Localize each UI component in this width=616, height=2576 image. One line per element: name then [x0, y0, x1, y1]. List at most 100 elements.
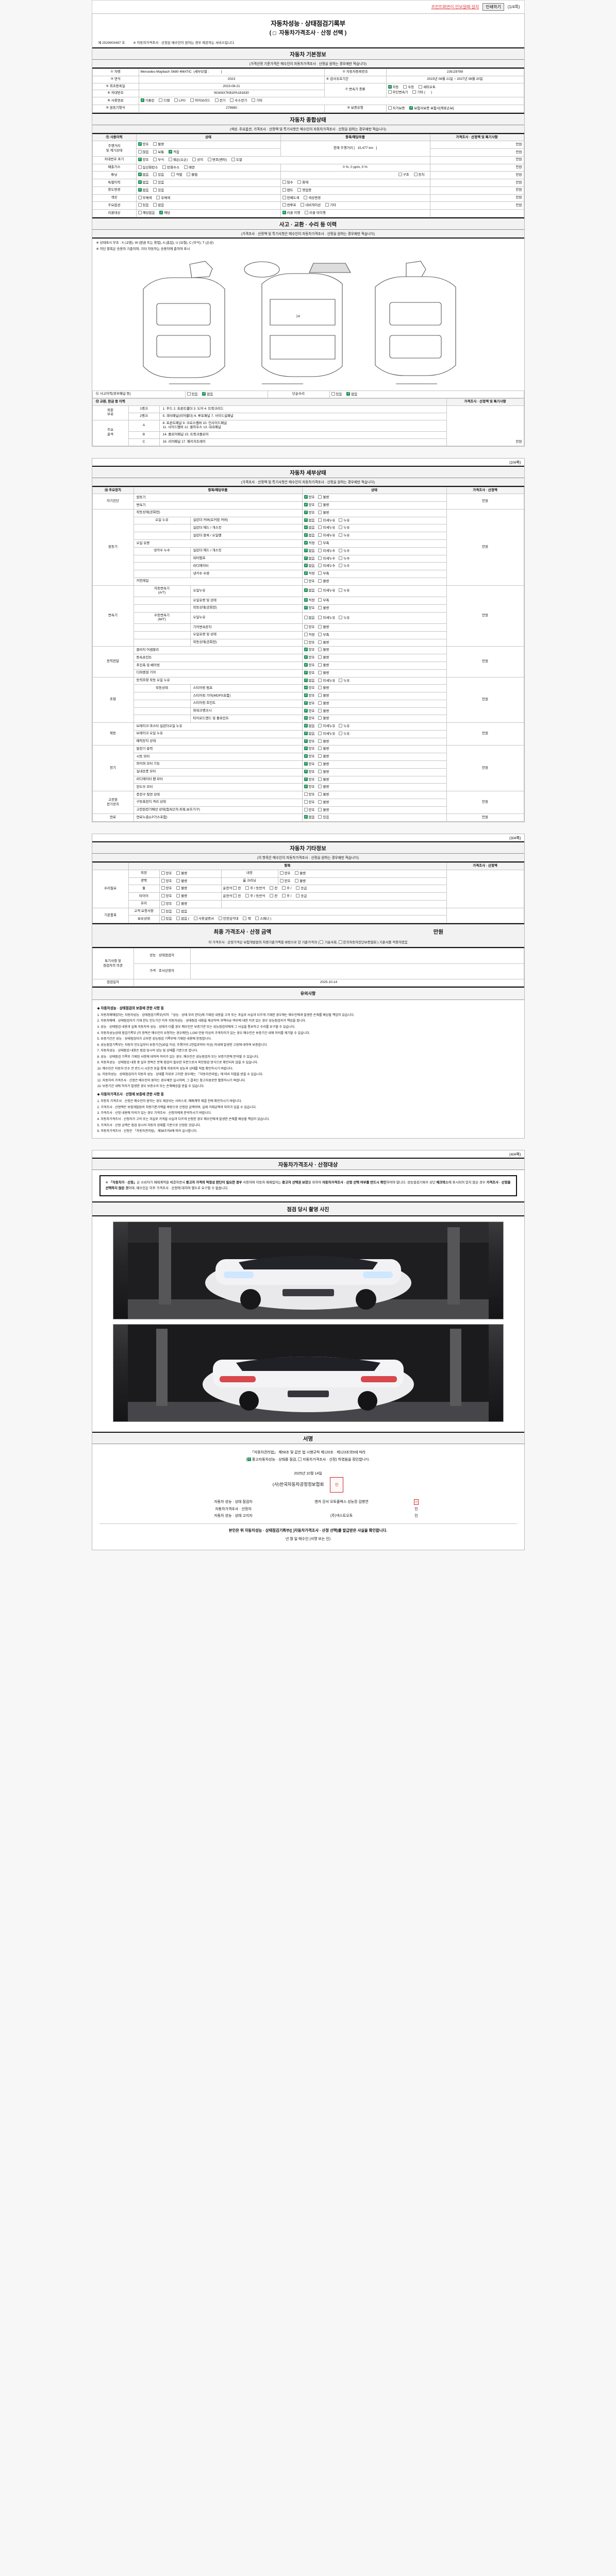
option-양호[interactable]: 양호 [304, 670, 314, 676]
checkbox-불량[interactable] [318, 785, 322, 789]
option-usage-yes[interactable]: 있음 [153, 188, 164, 193]
checkbox-fuel-other[interactable] [252, 98, 256, 103]
checkbox-usage-yes[interactable] [153, 188, 157, 192]
option-mileage-good[interactable]: 양호 [138, 142, 148, 147]
checkbox-불량[interactable] [318, 693, 322, 698]
checkbox-없음[interactable] [304, 731, 308, 735]
option-양호[interactable]: 양호 [304, 495, 314, 500]
checkbox-glass-bad[interactable] [176, 901, 180, 905]
checkbox-tire-spare[interactable] [296, 894, 300, 898]
checkbox-적정[interactable] [304, 598, 308, 602]
checkbox-적정[interactable] [304, 632, 308, 636]
option-smoke[interactable]: 매연 [184, 165, 195, 171]
option-exterior-good[interactable]: 양호 [161, 871, 172, 876]
option-flood[interactable]: 침수 [282, 180, 293, 185]
option-불량[interactable]: 불량 [318, 495, 329, 500]
option-lpg[interactable]: LPG [174, 98, 186, 104]
checkbox-vin-corroded[interactable] [153, 157, 157, 161]
checkbox-불량[interactable] [318, 792, 322, 796]
option-tire-rear[interactable]: 후 / 동반석 [245, 894, 265, 899]
option-glass-good[interactable]: 양호 [161, 901, 172, 907]
option-미세누유[interactable]: 미세누유 [318, 588, 335, 594]
checkbox-tire-good[interactable] [161, 894, 165, 898]
checkbox-mileage-normal[interactable] [153, 150, 157, 154]
option-vin-damaged[interactable]: 훼손(오손) [169, 157, 188, 163]
checkbox-electric[interactable] [214, 98, 219, 103]
option-양호[interactable]: 양호 [304, 579, 314, 584]
checkbox-tire-bad[interactable] [176, 894, 180, 898]
option-trans-other[interactable]: 기타 ( ) [412, 90, 432, 95]
option-양호[interactable]: 양호 [304, 648, 314, 653]
option-vin-altered[interactable]: 변조(변타) [207, 157, 227, 163]
option-불량[interactable]: 불량 [318, 510, 329, 516]
option-불량[interactable]: 불량 [318, 503, 329, 508]
checkbox-불량[interactable] [318, 716, 322, 720]
option-양호[interactable]: 양호 [304, 510, 314, 516]
option-wheel-good[interactable]: 양호 [161, 886, 172, 891]
checkbox-양호[interactable] [304, 625, 308, 629]
checkbox-sunroof[interactable] [282, 203, 286, 207]
checkbox-누유[interactable] [339, 724, 343, 728]
option-적정[interactable]: 적정 [304, 541, 314, 546]
option-양호[interactable]: 양호 [304, 800, 314, 805]
checkbox-achromatic[interactable] [138, 195, 142, 199]
checkbox-양호[interactable] [304, 648, 308, 652]
option-vin-different[interactable]: 상이 [192, 157, 203, 163]
checkbox-미세누수[interactable] [318, 548, 322, 552]
option-양호[interactable]: 양호 [304, 747, 314, 752]
option-불량[interactable]: 불량 [318, 708, 329, 714]
checkbox-양호[interactable] [304, 754, 308, 758]
option-wheel-front[interactable]: 전 [233, 886, 241, 891]
checkbox-불량[interactable] [318, 495, 322, 499]
checkbox-manual-book[interactable] [194, 917, 198, 921]
option-semiauto[interactable]: 세미오토 [419, 85, 436, 90]
option-불량[interactable]: 불량 [318, 739, 329, 744]
checkbox-불량[interactable] [318, 605, 322, 609]
checkbox-없음[interactable] [304, 518, 308, 522]
checkbox-양호[interactable] [304, 761, 308, 766]
option-불량[interactable]: 불량 [318, 800, 329, 805]
checkbox-누유[interactable] [339, 678, 343, 682]
checkbox-room-good[interactable] [279, 878, 284, 883]
option-미세누수[interactable]: 미세누수 [318, 556, 335, 562]
checkbox-special-none[interactable] [138, 180, 142, 184]
checkbox-양호[interactable] [304, 716, 308, 720]
option-양호[interactable]: 양호 [304, 807, 314, 813]
option-누유[interactable]: 누유 [339, 615, 349, 621]
checkbox-trans-other[interactable] [412, 90, 417, 94]
checkbox-semiauto[interactable] [419, 85, 423, 89]
checkbox-있음[interactable] [318, 815, 322, 819]
option-양호[interactable]: 양호 [304, 693, 314, 699]
option-불량[interactable]: 불량 [318, 625, 329, 630]
option-full-repaint[interactable]: 전체도색 [282, 195, 299, 201]
checkbox-color-change[interactable] [304, 195, 308, 199]
price-survey-checkbox[interactable] [273, 31, 277, 35]
checkbox-wheel-rear[interactable] [245, 886, 249, 890]
option-없음[interactable]: 없음 [304, 548, 314, 554]
option-tuning-none[interactable]: 없음 [138, 173, 148, 178]
checkbox-불량[interactable] [318, 648, 322, 652]
option-vin-erased[interactable]: 도말 [231, 157, 242, 163]
option-exterior-bad[interactable]: 불량 [176, 871, 187, 876]
checkbox-미세누유[interactable] [318, 518, 322, 522]
option-simple-yes[interactable]: 있음 [331, 392, 342, 397]
option-양호[interactable]: 양호 [304, 785, 314, 790]
checkbox-simple-yes[interactable] [331, 392, 335, 396]
checkbox-usage-none[interactable] [138, 188, 142, 192]
checkbox-누유[interactable] [339, 518, 343, 522]
option-양호[interactable]: 양호 [304, 503, 314, 508]
checkbox-미세누유[interactable] [318, 615, 322, 619]
option-불량[interactable]: 불량 [318, 640, 329, 646]
option-co[interactable]: 일산화탄소 [138, 165, 158, 171]
option-누유[interactable]: 누유 [339, 518, 349, 523]
option-manual-book[interactable]: 사용설명서 [194, 917, 214, 922]
option-누수[interactable]: 누수 [339, 556, 349, 562]
option-양호[interactable]: 양호 [304, 663, 314, 668]
option-request-yes[interactable]: 있음 [161, 909, 172, 914]
checkbox-vin-different[interactable] [192, 157, 196, 161]
option-불량[interactable]: 불량 [318, 777, 329, 783]
checkbox-accident-yes[interactable] [187, 392, 191, 396]
option-glass-bad[interactable]: 불량 [176, 901, 187, 907]
option-없음[interactable]: 없음 [304, 533, 314, 538]
checkbox-vin-good[interactable] [138, 157, 142, 161]
